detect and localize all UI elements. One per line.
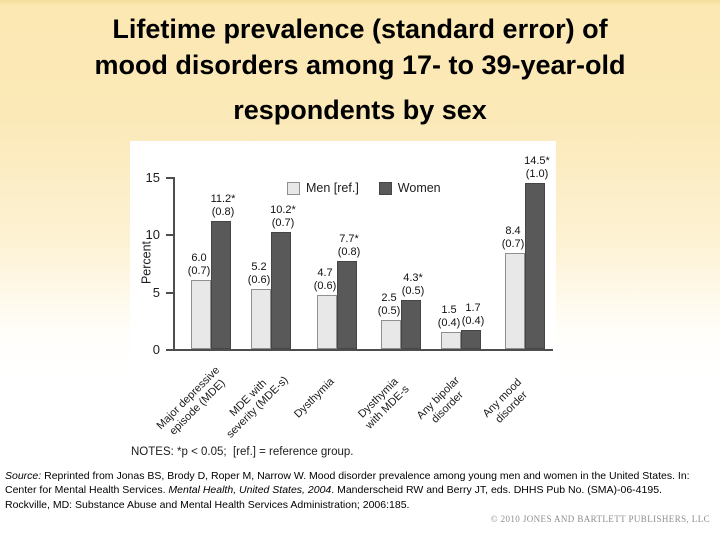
bar-men-3 xyxy=(317,295,337,349)
legend-item-women: Women xyxy=(378,181,441,195)
y-tick-label: 15 xyxy=(145,170,160,185)
bar-women-4 xyxy=(401,299,421,349)
title-line-1: Lifetime prevalence (standard error) of xyxy=(112,14,608,44)
source-text-1: Reprinted from Jonas BS, Brody D, Roper … xyxy=(5,470,690,497)
source-citation: Source: Reprinted from Jonas BS, Brody D… xyxy=(5,469,707,512)
x-axis-line xyxy=(173,349,553,351)
source-label: Source: xyxy=(5,470,42,482)
bar-women-6 xyxy=(525,182,545,349)
copyright-notice: © 2010 JONES AND BARTLETT PUBLISHERS, LL… xyxy=(490,514,710,524)
title-line-2: mood disorders among 17- to 39-year-old xyxy=(94,50,626,80)
y-tick-label: 10 xyxy=(145,227,160,243)
chart-legend: Men [ref.] Women xyxy=(287,181,441,195)
bar-men-1 xyxy=(191,280,211,349)
bar-value-label: 10.2* (0.7) xyxy=(270,204,296,230)
bar-value-label: 4.7 (0.6) xyxy=(313,267,337,293)
bar-value-label: 11.2* (0.8) xyxy=(210,192,236,218)
bar-value-label: 2.5 (0.5) xyxy=(377,292,401,318)
legend-item-men: Men [ref.] xyxy=(287,181,359,195)
bar-men-2 xyxy=(251,289,271,349)
bar-women-3 xyxy=(337,260,357,349)
legend-label-women: Women xyxy=(397,181,441,195)
y-tick-mark xyxy=(166,234,173,237)
source-text-2: . Manderscheid RW and Berry JT, eds. DHH… xyxy=(5,484,662,511)
slide-title: Lifetime prevalence (standard error) of … xyxy=(0,0,720,128)
bar-value-label: 4.3* (0.5) xyxy=(401,271,425,297)
bar-value-label: 7.7* (0.8) xyxy=(337,232,361,258)
y-tick-mark xyxy=(166,291,173,294)
chart-panel: Percent Men [ref.] Women NOTES: *p < 0.0… xyxy=(130,141,556,467)
y-tick-mark xyxy=(166,349,173,351)
bar-value-label: 5.2 (0.6) xyxy=(247,261,271,287)
bar-women-2 xyxy=(271,232,291,349)
y-tick-label: 0 xyxy=(152,342,160,357)
bar-value-label: 1.7 (0.4) xyxy=(461,301,485,327)
bar-men-4 xyxy=(381,320,401,349)
bar-women-5 xyxy=(461,329,481,349)
bar-value-label: 8.4 (0.7) xyxy=(501,224,525,250)
title-line-3: respondents by sex xyxy=(233,95,487,125)
bar-value-label: 6.0 (0.7) xyxy=(187,252,211,278)
bar-value-label: 14.5* (1.0) xyxy=(524,154,550,180)
y-tick-mark xyxy=(166,177,173,179)
bar-women-1 xyxy=(211,220,231,349)
y-axis-line xyxy=(173,177,175,351)
bar-value-label: 1.5 (0.4) xyxy=(437,303,461,329)
men-swatch-icon xyxy=(287,181,300,195)
source-book-title: Mental Health, United States, 2004 xyxy=(168,484,332,497)
legend-label-men: Men [ref.] xyxy=(306,181,359,195)
chart-notes: NOTES: *p < 0.05; [ref.] = reference gro… xyxy=(131,446,354,458)
bar-men-6 xyxy=(505,252,525,349)
bar-men-5 xyxy=(441,331,461,349)
women-swatch-icon xyxy=(378,181,392,195)
y-tick-label: 5 xyxy=(152,284,160,300)
